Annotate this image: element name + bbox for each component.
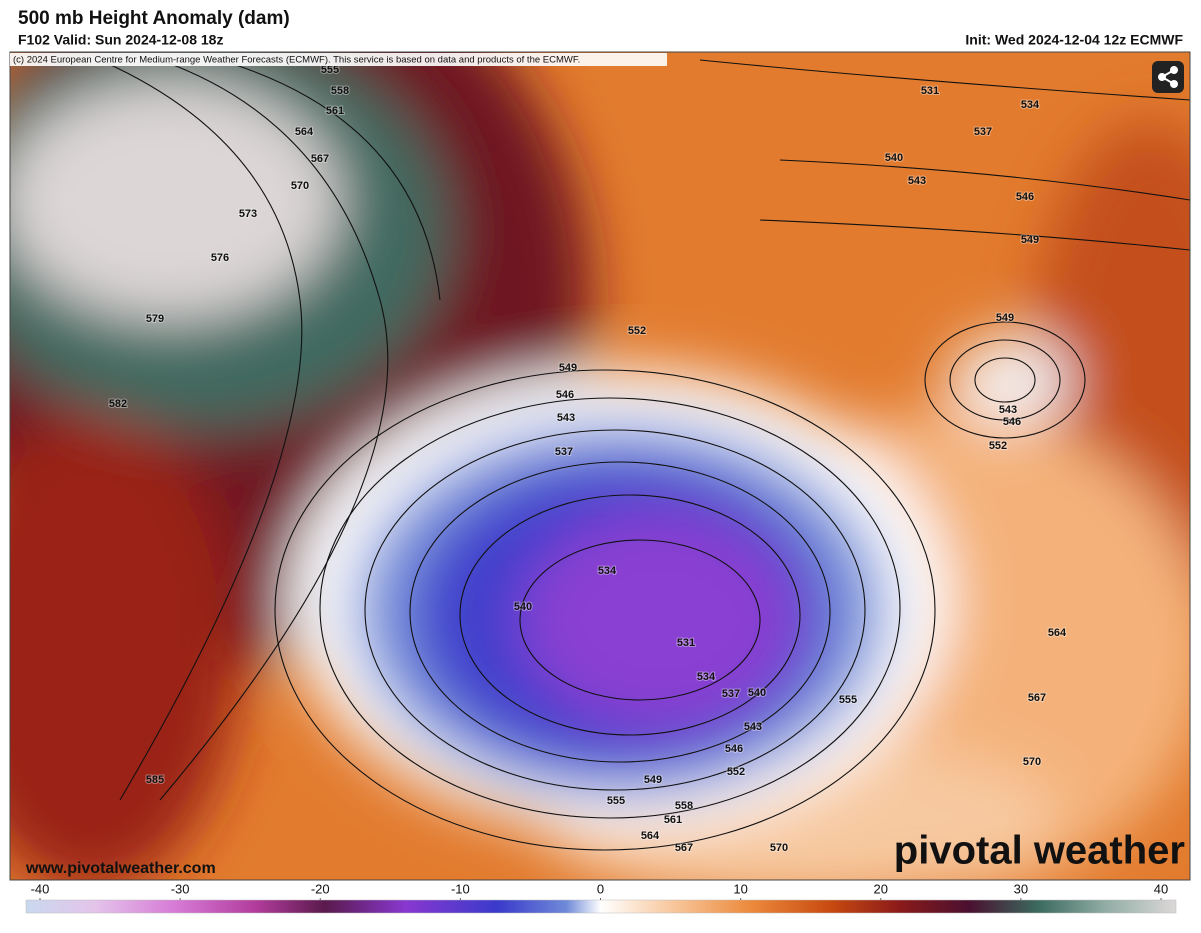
contour-label: 570 [291, 180, 309, 192]
contour-label: 561 [326, 105, 344, 117]
colorbar-tick-label: -40 [31, 881, 50, 896]
contour-label: 570 [770, 842, 788, 854]
contour-label: 567 [1028, 692, 1046, 704]
contour-label: 540 [885, 152, 903, 164]
contour-label: 540 [514, 601, 532, 613]
colorbar-tick-label: 0 [597, 881, 604, 896]
contour-label: 546 [1003, 416, 1021, 428]
contour-label: 567 [311, 153, 329, 165]
logo: pivotal weather [894, 829, 1185, 873]
colorbar-tick-label: 30 [1014, 881, 1028, 896]
colorbar-tick-label: 40 [1154, 881, 1168, 896]
contour-label: 555 [607, 795, 625, 807]
colorbar-tick-label: 10 [733, 881, 747, 896]
colorbar: -40 -30 -20 -10 0 10 20 30 40 [25, 881, 1177, 914]
copyright-box [10, 53, 667, 66]
website[interactable]: www.pivotalweather.com [25, 860, 216, 877]
map-field: 555 558 561 564 567 570 573 576 579 582 585 531 534 5… [10, 52, 1190, 880]
contour-label: 546 [1016, 191, 1034, 203]
contour-label: 561 [664, 814, 682, 826]
contours [99, 59, 1190, 851]
contour-label: 570 [1023, 756, 1041, 768]
contour-label: 585 [146, 774, 164, 786]
contour-label: 564 [641, 830, 660, 842]
contour-label: 549 [559, 362, 577, 374]
colorbar-tick-label: -20 [311, 881, 330, 896]
contour-label: 558 [675, 800, 693, 812]
contour-label: 537 [974, 126, 992, 138]
colorbar-ramp [25, 899, 1177, 914]
share-button[interactable] [1152, 61, 1184, 93]
contour-label: 546 [556, 389, 574, 401]
contour-label: 549 [1021, 234, 1039, 246]
contour-label: 534 [697, 671, 716, 683]
contour-label: 558 [331, 85, 349, 97]
contour-label: 582 [109, 398, 127, 410]
contour-label: 549 [996, 312, 1014, 324]
colorbar-tick-label: 20 [874, 881, 888, 896]
contour-label: 555 [321, 64, 339, 76]
contour-label: 534 [1021, 99, 1040, 111]
contour-labels: 555 558 561 564 567 570 573 576 579 582 585 531 534 5… [108, 63, 1068, 855]
contour-label: 576 [211, 252, 229, 264]
copyright: (c) 2024 European Centre for Medium-rang… [13, 55, 580, 66]
contour-label: 573 [239, 208, 257, 220]
map-frame [9, 51, 1191, 881]
contour-label: 564 [295, 126, 314, 138]
contour-label: 543 [908, 175, 926, 187]
contour-label: 564 [1048, 627, 1067, 639]
contour-label: 567 [675, 842, 693, 854]
contour-label: 552 [989, 440, 1007, 452]
contour-label: 546 [725, 743, 743, 755]
contour-label: 540 [748, 687, 766, 699]
share-icon [1158, 66, 1178, 88]
title: 500 mb Height Anomaly (dam) [18, 8, 290, 29]
contour-label: 543 [557, 412, 575, 424]
colorbar-tick-label: -10 [451, 881, 470, 896]
valid-time: F102 Valid: Sun 2024-12-08 18z [18, 32, 223, 48]
contour-label: 537 [722, 688, 740, 700]
contour-label: 543 [999, 404, 1017, 416]
contour-label: 552 [727, 766, 745, 778]
contour-label: 552 [628, 325, 646, 337]
contour-label: 549 [644, 774, 662, 786]
contour-label: 531 [677, 637, 695, 649]
contour-label: 531 [921, 85, 939, 97]
init-time: Init: Wed 2024-12-04 12z ECMWF [965, 32, 1183, 48]
contour-label: 537 [555, 446, 573, 458]
contour-label: 534 [598, 565, 617, 577]
contour-label: 543 [744, 721, 762, 733]
colorbar-tick-label: -30 [171, 881, 190, 896]
contour-label: 579 [146, 313, 164, 325]
contour-label: 555 [839, 694, 857, 706]
